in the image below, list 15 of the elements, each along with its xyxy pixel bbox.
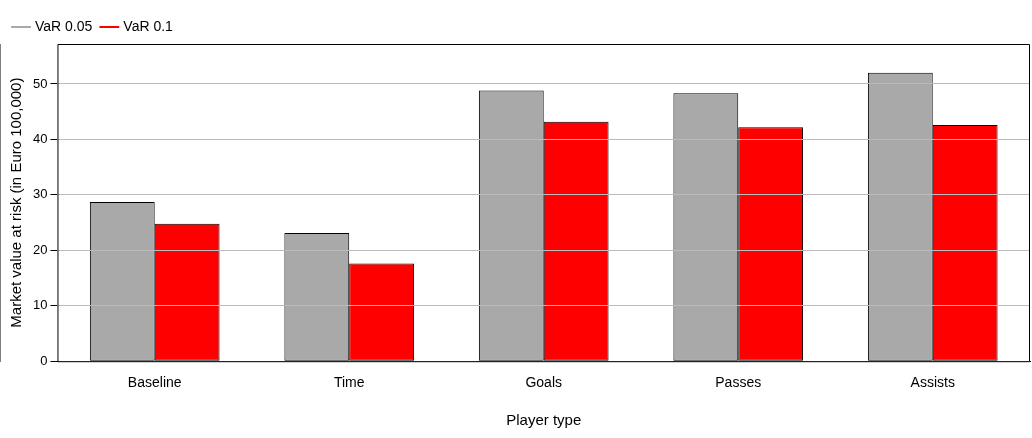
- y-tick-label: 0: [40, 352, 48, 368]
- x-tick-label: Passes: [715, 374, 762, 391]
- x-tick-label: Assists: [910, 374, 955, 391]
- y-tick-label: 50: [32, 75, 48, 91]
- y-tick-label: 20: [32, 241, 48, 257]
- y-axis-title: Market value at risk (in Euro 100,000): [7, 77, 25, 328]
- x-tick-label: Time: [333, 374, 365, 391]
- x-tick-label: Baseline: [127, 374, 182, 391]
- y-tick-label: 40: [32, 130, 48, 146]
- y-tick-label: 30: [32, 186, 48, 202]
- x-tick-label: Goals: [525, 374, 563, 391]
- legend-label: VaR 0.05: [35, 17, 93, 34]
- x-axis-title: Player type: [506, 411, 582, 429]
- y-tick-label: 10: [32, 297, 48, 313]
- legend-label: VaR 0.1: [123, 17, 174, 34]
